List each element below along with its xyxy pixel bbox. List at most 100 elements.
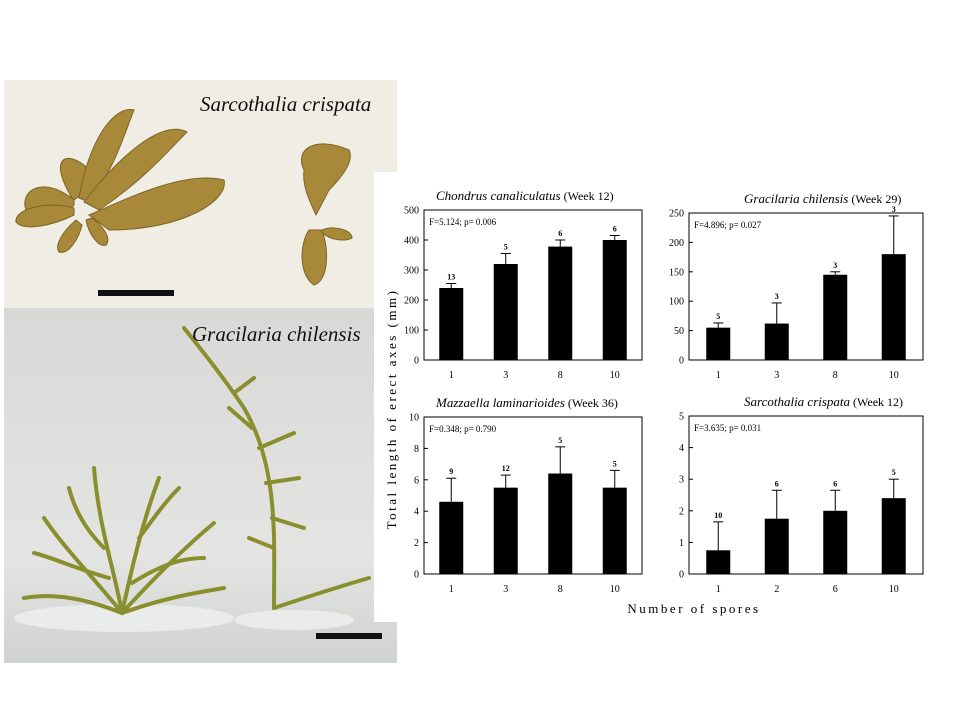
y-tick-label: 0 — [414, 570, 419, 581]
y-tick-label: 8 — [414, 444, 419, 455]
y-tick-label: 4 — [414, 507, 419, 518]
chart-title-week: (Week 36) — [565, 396, 618, 410]
x-tick-label: 1 — [449, 370, 454, 381]
bar — [493, 487, 518, 574]
bar — [823, 274, 848, 360]
chart-2: Gracilaria chilensis (Week 29) F=4.896; p… — [669, 191, 924, 381]
sample-size-label: 6 — [833, 479, 837, 488]
sample-size-label: 10 — [714, 511, 722, 520]
chart-title: Mazzaella laminarioides (Week 36) — [435, 395, 618, 410]
y-tick-label: 100 — [669, 297, 684, 308]
chart-title-species: Sarcothalia crispata — [744, 394, 851, 409]
stats-annotation: F=0.348; p= 0.790 — [429, 424, 497, 434]
bar — [706, 550, 731, 574]
y-tick-label: 0 — [679, 570, 684, 581]
bar — [548, 246, 573, 360]
sample-size-label: 3 — [892, 205, 896, 214]
x-tick-label: 10 — [610, 370, 620, 381]
gracilaria-specimen-illustration — [4, 308, 397, 663]
sample-size-label: 12 — [502, 464, 510, 473]
chart-title-species: Chondrus canaliculatus — [436, 188, 561, 203]
x-tick-label: 1 — [449, 584, 454, 595]
sarcothalia-specimen-illustration — [15, 109, 353, 296]
figure-y-axis-label: Total length of erect axes (mm) — [384, 289, 399, 530]
figure-x-axis-label: Number of spores — [627, 601, 760, 616]
chart-title-week: (Week 12) — [561, 189, 614, 203]
chart-title-week: (Week 29) — [848, 192, 901, 206]
x-tick-label: 1 — [716, 584, 721, 595]
y-tick-label: 0 — [414, 356, 419, 367]
chart-title: Chondrus canaliculatus (Week 12) — [436, 188, 614, 203]
x-tick-label: 3 — [503, 584, 508, 595]
y-tick-label: 200 — [404, 296, 419, 307]
chart-title-species: Mazzaella laminarioides — [435, 395, 565, 410]
chart-3: Mazzaella laminarioides (Week 36) F=0.348… — [409, 395, 643, 595]
y-tick-label: 6 — [414, 475, 419, 486]
y-tick-label: 4 — [679, 443, 684, 454]
photo-caption-sarcothalia: Sarcothalia crispata — [200, 92, 372, 116]
bar — [548, 473, 573, 574]
y-tick-label: 300 — [404, 266, 419, 277]
plot-frame — [423, 209, 643, 361]
chart-title-week: (Week 12) — [850, 395, 903, 409]
stats-annotation: F=4.896; p= 0.027 — [694, 220, 762, 230]
bar — [439, 288, 464, 360]
bar — [493, 264, 518, 360]
bar — [823, 510, 848, 574]
plot-frame — [423, 416, 643, 575]
y-tick-label: 2 — [414, 538, 419, 549]
sample-size-label: 5 — [716, 312, 720, 321]
y-tick-label: 5 — [679, 412, 684, 423]
sample-size-label: 6 — [558, 229, 562, 238]
x-tick-label: 2 — [774, 584, 779, 595]
y-tick-label: 400 — [404, 236, 419, 247]
x-tick-label: 10 — [889, 370, 899, 381]
x-tick-label: 8 — [558, 370, 563, 381]
photo-caption-gracilaria: Gracilaria chilensis — [192, 322, 361, 346]
x-tick-label: 3 — [503, 370, 508, 381]
x-tick-label: 10 — [889, 584, 899, 595]
stats-annotation: F=5.124; p= 0.006 — [429, 217, 497, 227]
bar — [439, 501, 464, 574]
x-tick-label: 10 — [610, 584, 620, 595]
chart-title-species: Gracilaria chilensis — [744, 191, 848, 206]
bar — [764, 518, 789, 574]
scale-bar — [98, 290, 174, 296]
sample-size-label: 13 — [447, 273, 455, 282]
sample-size-label: 6 — [775, 479, 779, 488]
y-tick-label: 200 — [669, 238, 684, 249]
sample-size-label: 9 — [449, 467, 453, 476]
y-tick-label: 1 — [679, 538, 684, 549]
bar — [602, 487, 627, 574]
bar-charts-figure: Total length of erect axes (mm) Number o… — [384, 188, 924, 616]
chart-4: Sarcothalia crispata (Week 12) F=3.635; p… — [679, 394, 924, 595]
bar — [881, 254, 906, 360]
bar — [881, 498, 906, 574]
chart-title: Sarcothalia crispata (Week 12) — [744, 394, 903, 409]
gracilaria-photo: Gracilaria chilensis — [4, 308, 397, 663]
y-tick-label: 50 — [674, 326, 684, 337]
y-tick-label: 0 — [679, 356, 684, 367]
y-tick-label: 100 — [404, 326, 419, 337]
y-tick-label: 3 — [679, 475, 684, 486]
sarcothalia-photo: Sarcothalia crispata — [4, 80, 397, 308]
sample-size-label: 3 — [775, 292, 779, 301]
stats-annotation: F=3.635; p= 0.031 — [694, 423, 761, 433]
plot-frame — [688, 212, 924, 361]
x-tick-label: 6 — [833, 584, 838, 595]
x-tick-label: 8 — [833, 370, 838, 381]
plot-frame — [688, 415, 924, 575]
x-tick-label: 8 — [558, 584, 563, 595]
y-tick-label: 10 — [409, 413, 419, 424]
x-tick-label: 3 — [774, 370, 779, 381]
sample-size-label: 6 — [613, 225, 617, 234]
chart-title: Gracilaria chilensis (Week 29) — [744, 191, 901, 206]
chart-1: Chondrus canaliculatus (Week 12) F=5.124;… — [404, 188, 643, 381]
bar — [602, 240, 627, 360]
y-tick-label: 250 — [669, 209, 684, 220]
sample-size-label: 5 — [504, 243, 508, 252]
bar — [764, 323, 789, 360]
sample-size-label: 5 — [558, 436, 562, 445]
bar-charts-panel: Total length of erect axes (mm) Number o… — [374, 172, 960, 622]
sample-size-label: 3 — [833, 261, 837, 270]
